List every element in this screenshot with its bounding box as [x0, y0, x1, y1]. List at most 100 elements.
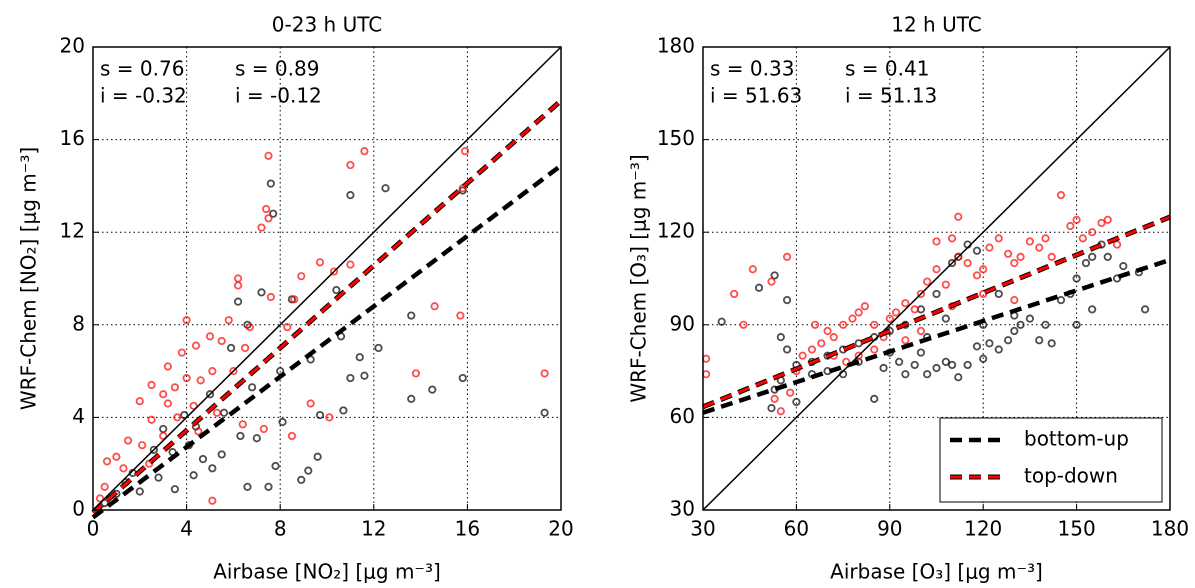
x-tick-label: 120	[964, 517, 1002, 541]
slope-label: s = 0.76	[100, 57, 184, 81]
y-tick-label: 8	[72, 311, 85, 335]
x-tick-label: 8	[274, 517, 287, 541]
scatter-point	[767, 404, 776, 413]
scatter-point	[339, 406, 348, 415]
scatter-point	[1088, 252, 1097, 261]
scatter-point	[1010, 258, 1019, 268]
scatter-point	[782, 252, 792, 261]
y-axis-label: WRF-Chem [O₃] [μg m⁻³]	[627, 154, 651, 402]
scatter-point	[1097, 218, 1106, 228]
scatter-point	[810, 320, 820, 329]
x-tick-label: 150	[1058, 517, 1096, 541]
scatter-point	[124, 436, 133, 445]
scatter-point	[248, 383, 257, 392]
scatter-point	[848, 314, 857, 323]
scatter-point	[264, 214, 273, 223]
one-to-one-line	[92, 46, 562, 511]
scatter-point	[297, 272, 306, 281]
intercept-label: i = -0.32	[100, 84, 187, 108]
scatter-point	[985, 243, 994, 252]
scatter-point	[332, 285, 341, 295]
scatter-point	[217, 450, 226, 459]
scatter-point	[346, 373, 355, 383]
scatter-point	[1103, 252, 1112, 261]
scatter-point	[947, 258, 957, 268]
scatter-point	[854, 351, 863, 360]
slope-label: s = 0.33	[710, 57, 794, 81]
scatter-point	[271, 461, 280, 471]
scatter-point	[1004, 249, 1013, 258]
scatter-point	[1035, 336, 1044, 345]
scatter-point	[159, 431, 168, 441]
scatter-point	[1072, 320, 1081, 329]
scatter-point	[910, 305, 919, 314]
scatter-point	[885, 314, 894, 323]
intercept-label: i = -0.12	[235, 84, 322, 108]
scatter-point	[315, 410, 325, 420]
scatter-point	[381, 184, 390, 193]
scatter-point	[1056, 296, 1066, 305]
scatter-point	[355, 353, 364, 362]
scatter-point	[994, 289, 1003, 299]
scatter-point	[954, 373, 963, 382]
fit-line	[91, 163, 563, 520]
scatter-point	[1041, 234, 1050, 243]
y-tick-label: 30	[670, 497, 695, 521]
scatter-point	[245, 323, 254, 332]
intercept-label: i = 51.63	[710, 84, 802, 108]
scatter-point	[870, 394, 879, 403]
y-tick-label: 20	[60, 34, 85, 58]
scatter-point	[154, 473, 163, 482]
scatter-point	[963, 360, 972, 370]
scatter-point	[972, 271, 982, 280]
scatter-point	[807, 345, 817, 354]
scatter-point	[163, 399, 172, 408]
scatter-point	[985, 339, 994, 348]
scatter-point	[916, 326, 926, 336]
fit-line	[702, 215, 1171, 409]
scatter-point	[767, 277, 776, 286]
scatter-point	[941, 280, 950, 289]
y-tick-label: 16	[60, 126, 85, 150]
scatter-point	[870, 345, 879, 354]
scatter-point	[229, 366, 238, 376]
x-tick-label: 60	[784, 517, 809, 541]
scatter-point	[313, 452, 322, 461]
scatter-point	[430, 302, 439, 311]
scatter-point	[205, 332, 215, 341]
scatter-point	[1010, 326, 1019, 336]
scatter-point	[119, 464, 128, 473]
slope-label: s = 0.89	[235, 57, 319, 81]
scatter-point	[901, 299, 910, 308]
scatter-point	[1016, 252, 1025, 261]
scatter-point	[963, 258, 972, 268]
scatter-point	[177, 348, 187, 357]
scatter-point	[278, 417, 287, 427]
scatter-point	[226, 343, 236, 353]
scatter-point	[304, 466, 313, 475]
y-tick-label: 12	[60, 219, 85, 243]
scatter-point	[360, 371, 369, 380]
scatter-point	[257, 223, 266, 232]
scatter-point	[770, 394, 779, 403]
scatter-point	[932, 265, 941, 274]
intercept-label: i = 51.13	[845, 84, 937, 108]
scatter-point	[243, 482, 252, 491]
scatter-point	[1010, 296, 1019, 305]
scatter-point	[325, 413, 334, 422]
scatter-point	[189, 471, 198, 480]
scatter-point	[266, 179, 275, 188]
scatter-point	[262, 204, 271, 214]
scatter-point	[540, 408, 549, 417]
scatter-point	[147, 415, 156, 424]
scatter-point	[1078, 234, 1087, 243]
scatter-point	[1025, 314, 1035, 323]
scatter-point	[1056, 191, 1066, 200]
scatter-point	[170, 383, 179, 392]
scatter-point	[173, 413, 182, 422]
scatter-point	[102, 457, 112, 466]
scatter-point	[147, 380, 156, 390]
scatter-point	[1072, 274, 1081, 283]
scatter-point	[149, 445, 158, 454]
